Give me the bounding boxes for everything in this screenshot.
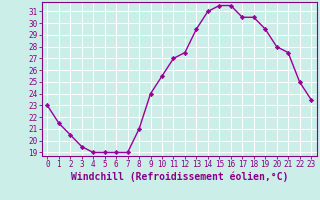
X-axis label: Windchill (Refroidissement éolien,°C): Windchill (Refroidissement éolien,°C) [70,172,288,182]
